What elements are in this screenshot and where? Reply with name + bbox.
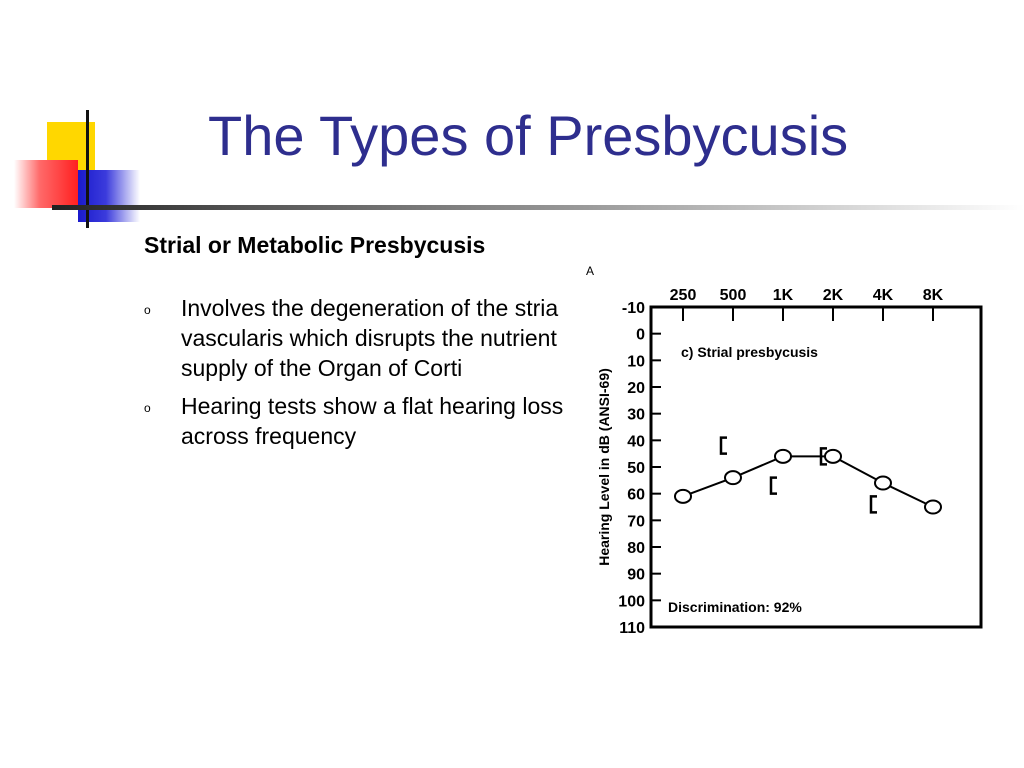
panel-label: A [586, 264, 594, 278]
x-axis-ticks: 250 500 1K 2K 4K 8K [670, 287, 944, 321]
data-point-circle [924, 499, 942, 515]
data-point-bracket [819, 447, 827, 466]
chart-series [674, 436, 942, 515]
x-tick-label: 2K [823, 287, 844, 304]
bullet-text: Hearing tests show a flat hearing loss a… [181, 393, 564, 449]
x-tick-label: 4K [873, 287, 894, 304]
x-tick-label: 500 [720, 287, 747, 304]
y-tick-label: -10 [622, 300, 645, 317]
text-content: Strial or Metabolic Presbycusis o Involv… [144, 230, 564, 459]
plot-annotation: c) Strial presbycusis [681, 344, 818, 360]
data-point-circle [874, 475, 892, 491]
deco-vertical-line [86, 110, 89, 228]
deco-red-square [14, 160, 78, 208]
bullet-item: o Involves the degeneration of the stria… [144, 293, 564, 383]
y-tick-label: 70 [627, 513, 645, 530]
data-point-circle [674, 488, 692, 504]
bullet-text: Involves the degeneration of the stria v… [181, 295, 559, 381]
discrimination-label: Discrimination: 92% [668, 599, 802, 615]
x-tick-label: 1K [773, 287, 794, 304]
section-heading: Strial or Metabolic Presbycusis [144, 232, 486, 258]
x-tick-label: 8K [923, 287, 944, 304]
slide-title: The Types of Presbycusis [208, 104, 849, 167]
y-axis-ticks: -10 0 10 20 30 40 50 60 70 80 90 100 110 [618, 300, 661, 637]
y-tick-label: 80 [627, 540, 645, 557]
bullet-marker: o [144, 303, 151, 317]
y-tick-label: 40 [627, 433, 645, 450]
y-axis-label: Hearing Level in dB (ANSI-69) [596, 368, 612, 566]
y-tick-label: 30 [627, 407, 645, 424]
y-tick-label: 0 [636, 327, 645, 344]
data-point-circle [724, 470, 742, 486]
x-tick-label: 250 [670, 287, 697, 304]
title-underline [52, 205, 1024, 210]
y-tick-label: 50 [627, 460, 645, 477]
data-point-bracket [869, 495, 877, 514]
y-tick-label: 10 [627, 353, 645, 370]
data-point-bracket [719, 436, 727, 455]
data-point-circle [774, 448, 792, 464]
audiogram-chart: A c) Strial presbycusis Discrimination: … [586, 264, 983, 637]
y-tick-label: 100 [618, 593, 645, 610]
bullet-marker: o [144, 401, 151, 415]
bullet-item: o Hearing tests show a flat hearing loss… [144, 391, 564, 451]
y-tick-label: 110 [619, 620, 645, 637]
y-tick-label: 20 [627, 380, 645, 397]
y-tick-label: 60 [627, 487, 645, 504]
data-point-circle [824, 448, 842, 464]
data-point-bracket [769, 476, 777, 495]
y-tick-label: 90 [627, 567, 645, 584]
series-line [682, 455, 934, 508]
